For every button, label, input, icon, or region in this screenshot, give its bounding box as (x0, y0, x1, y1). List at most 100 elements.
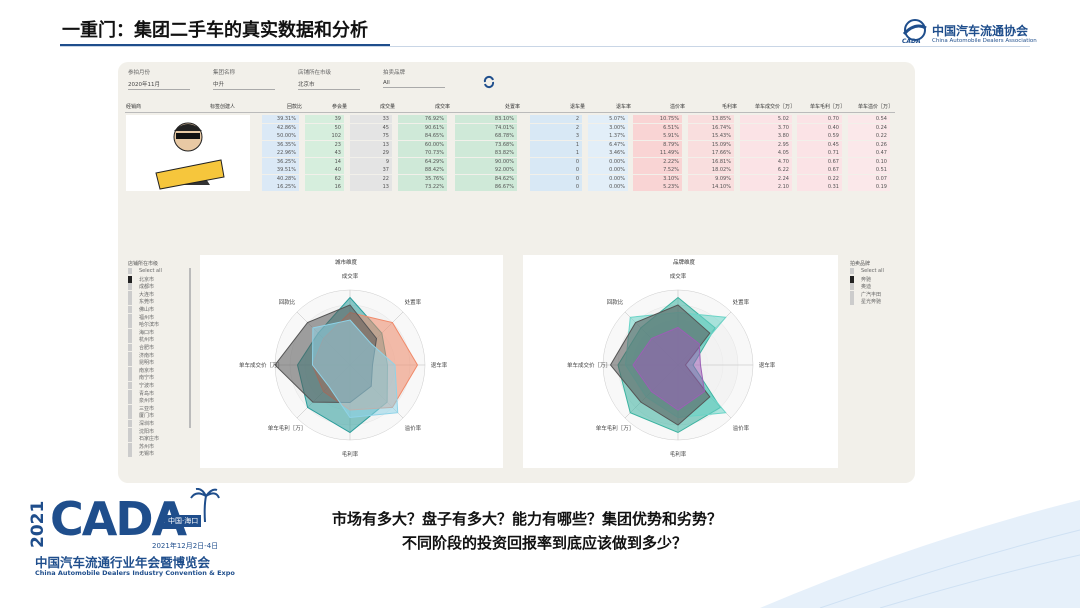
filter-option[interactable]: Select all (850, 268, 884, 274)
table-cell: 0.19 (848, 183, 890, 191)
table-cell: 0.10 (848, 157, 890, 166)
table-cell: 6.51% (633, 123, 682, 132)
filter-option[interactable]: 青岛市 (128, 389, 154, 397)
table-cell: 3.10% (633, 174, 682, 183)
logo-mark: CADA (902, 38, 921, 45)
title-rule (60, 46, 1030, 47)
filter-option[interactable]: 奥迪 (850, 283, 871, 291)
filter-title: 拍卖品牌 (850, 261, 871, 267)
table-cell: 14.10% (688, 183, 734, 191)
table-cell: 50.00% (262, 132, 299, 140)
filter-label: 集团名称 (213, 70, 236, 76)
table-cell: 10.75% (633, 115, 682, 123)
table-cell: 40.28% (262, 174, 299, 183)
table-cell: 0.00% (588, 157, 628, 166)
filter-option[interactable]: 南宁市 (128, 374, 154, 382)
table-cell: 4.05 (740, 149, 792, 157)
filter-option[interactable]: 东莞市 (128, 298, 154, 306)
filter-option[interactable]: Select all (128, 268, 162, 274)
filter-option[interactable]: 三亚市 (128, 404, 154, 412)
refresh-icon[interactable] (482, 75, 496, 89)
table-cell: 39.31% (262, 115, 299, 123)
filter-option[interactable]: 北京市 (128, 275, 154, 283)
question-1: 市场有多大？盘子有多大？能力有哪些？集团优势和劣势？ (332, 510, 723, 528)
table-cell: 36.25% (262, 157, 299, 166)
table-cell: 0.24 (848, 123, 890, 132)
table-cell: 1.37% (588, 132, 628, 140)
table-cell: 70.73% (398, 149, 447, 157)
table-cell: 6.47% (588, 140, 628, 149)
filter-option[interactable]: 泉州市 (128, 397, 154, 405)
table-cell: 15.43% (688, 132, 734, 140)
filter-title: 店铺所在市级 (128, 261, 159, 267)
filter-option[interactable]: 苏州市 (128, 442, 154, 450)
table-cell: 0.51 (848, 166, 890, 174)
filter-option[interactable]: 宁波市 (128, 382, 154, 389)
title-underline (60, 44, 390, 46)
table-cell: 83.82% (455, 149, 517, 157)
table-cell: 0.67 (797, 157, 842, 166)
filter-option[interactable]: 济南市 (128, 351, 154, 359)
table-cell: 35.76% (398, 174, 447, 183)
table-cell: 0 (530, 174, 582, 183)
filter-dropdown: 中升 (213, 80, 275, 90)
table-cell: 16.74% (688, 123, 734, 132)
table-cell: 0.40 (797, 123, 842, 132)
wave-decoration (760, 500, 1080, 608)
filter-dropdown: All (383, 80, 445, 88)
filter-label: 店铺所在市级 (298, 70, 332, 76)
column-header: 退车量 (569, 104, 585, 110)
table-cell: 90.61% (398, 123, 447, 132)
slide-title: 一重门：集团二手车的真实数据和分析 (62, 20, 368, 41)
filter-option[interactable]: 奔驰 (850, 275, 871, 283)
filter-option[interactable]: 无锡市 (128, 450, 154, 458)
table-cell: 84.65% (398, 132, 447, 140)
table-cell: 7.52% (633, 166, 682, 174)
radar-title: 品牌维度 (673, 260, 696, 266)
table-cell: 16.81% (688, 157, 734, 166)
column-header: 回款比 (286, 104, 302, 110)
filter-option[interactable]: 星光奔驰 (850, 298, 881, 306)
column-header: 处置率 (504, 104, 520, 110)
filter-option[interactable]: 大连市 (128, 290, 154, 298)
table-cell: 68.78% (455, 132, 517, 140)
column-header: 单车溢价［万］ (857, 104, 893, 110)
filter-option[interactable]: 哈尔滨市 (128, 321, 159, 329)
filter-option[interactable]: 佛山市 (128, 306, 154, 313)
table-cell: 23 (305, 140, 344, 149)
table-cell: 90.00% (455, 157, 517, 166)
column-header: 单车毛利［万］ (809, 104, 845, 110)
filter-option[interactable]: 福州市 (128, 313, 154, 321)
table-cell: 0 (530, 166, 582, 174)
table-cell: 13 (350, 183, 392, 191)
filter-option[interactable]: 成都市 (128, 283, 154, 291)
filter-option[interactable]: 广汽丰田 (850, 290, 881, 298)
table-cell: 84.62% (455, 174, 517, 183)
table-cell: 5.23% (633, 183, 682, 191)
table-cell: 0.67 (797, 166, 842, 174)
filter-option[interactable]: 厦门市 (128, 412, 154, 420)
table-cell: 0.07 (848, 174, 890, 183)
radar-axis-label: 单车成交价［万］ (238, 363, 284, 369)
filter-option[interactable]: 合肥市 (128, 344, 154, 351)
filter-option[interactable]: 海口市 (128, 328, 154, 336)
filter-option[interactable]: 深圳市 (128, 420, 154, 427)
table-cell: 13.85% (688, 115, 734, 123)
table-cell: 88.42% (398, 166, 447, 174)
table-cell: 0.22 (797, 174, 842, 183)
filter-option[interactable]: 石家庄市 (128, 435, 159, 443)
table-cell: 43 (305, 149, 344, 157)
filter-option[interactable]: 沈阳市 (128, 427, 154, 435)
table-cell: 36.35% (262, 140, 299, 149)
filter-option[interactable]: 杭州市 (128, 336, 154, 344)
table-cell: 40 (305, 166, 344, 174)
table-cell: 11.49% (633, 149, 682, 157)
table-cell: 3.70 (740, 123, 792, 132)
filter-option[interactable]: 昆明市 (128, 359, 154, 367)
table-cell: 86.67% (455, 183, 517, 191)
table-cell: 0.70 (797, 115, 842, 123)
filter-option[interactable]: 南京市 (128, 366, 154, 374)
radar-axis-label: 毛利率 (341, 452, 359, 458)
table-cell: 0.26 (848, 140, 890, 149)
table-cell: 37 (350, 166, 392, 174)
